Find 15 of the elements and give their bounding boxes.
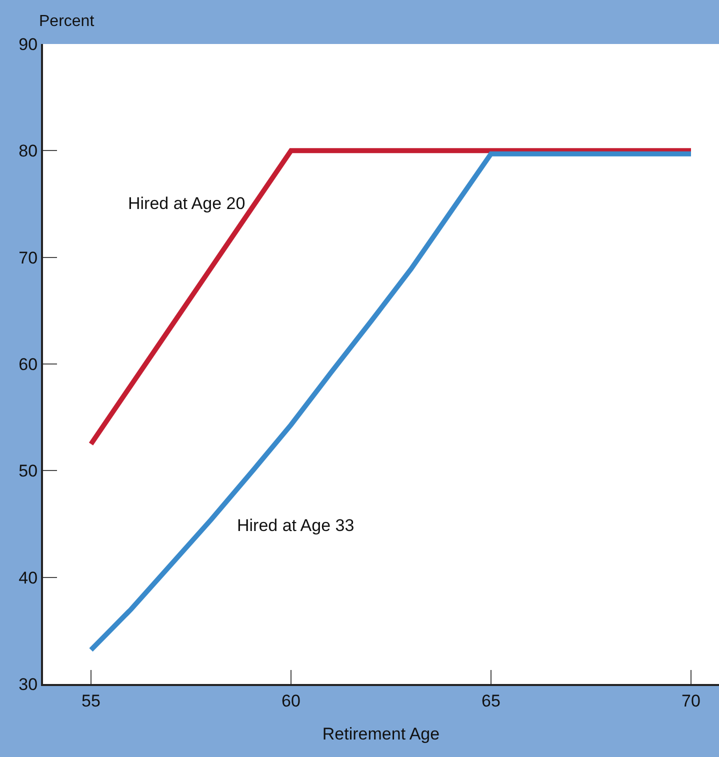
y-tick-label: 70 — [18, 248, 38, 268]
y-tick-label: 40 — [18, 568, 38, 588]
y-tick-label: 90 — [18, 34, 38, 54]
series-label: Hired at Age 20 — [128, 194, 246, 213]
series-label: Hired at Age 33 — [237, 516, 354, 535]
y-tick-label: 50 — [18, 462, 38, 481]
y-tick-label: 80 — [18, 142, 38, 161]
y-axis-title: Percent — [39, 13, 95, 30]
y-tick-label: 60 — [18, 354, 38, 374]
y-tick-label: 30 — [18, 674, 38, 694]
x-axis-title: Retirement Age — [322, 724, 440, 744]
x-tick-label: 65 — [482, 691, 500, 710]
x-tick-label: 55 — [82, 691, 100, 710]
x-tick-label: 70 — [682, 691, 700, 710]
x-tick-label: 60 — [282, 691, 300, 710]
